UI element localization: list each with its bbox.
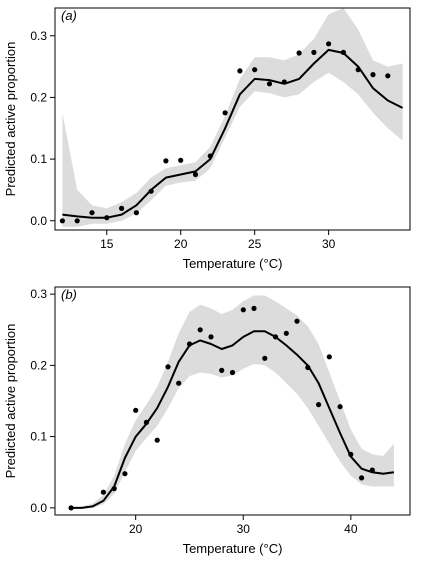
data-point bbox=[222, 110, 228, 116]
x-tick-label: 15 bbox=[100, 237, 114, 251]
data-point bbox=[68, 505, 74, 511]
data-point bbox=[143, 419, 149, 425]
data-point bbox=[148, 188, 154, 194]
data-point bbox=[133, 210, 139, 216]
data-point bbox=[316, 402, 322, 408]
data-point bbox=[340, 49, 346, 56]
plot-frame bbox=[54, 7, 411, 231]
y-tick-label: 0.2 bbox=[30, 358, 47, 372]
data-point bbox=[119, 205, 125, 211]
data-point bbox=[240, 307, 246, 313]
y-axis-title: Predicted active proportion bbox=[3, 42, 18, 197]
panel-label: (a) bbox=[61, 8, 77, 23]
data-point bbox=[262, 355, 268, 361]
data-point bbox=[296, 50, 302, 56]
data-point bbox=[176, 380, 182, 386]
x-tick-label: 30 bbox=[237, 522, 251, 536]
fitted-line bbox=[71, 330, 395, 509]
data-point bbox=[251, 305, 257, 311]
data-point bbox=[311, 49, 317, 56]
y-tick-label: 0.1 bbox=[30, 152, 47, 166]
y-tick-label: 0.2 bbox=[30, 90, 47, 104]
data-point bbox=[163, 158, 169, 164]
data-point bbox=[208, 334, 214, 340]
data-point bbox=[326, 354, 332, 360]
data-point bbox=[219, 367, 225, 373]
panel-a: 15 20 25 30 0.0 0.1 0.2 0.3 Temperature (°C) Pred… bbox=[3, 7, 411, 271]
data-point bbox=[207, 153, 213, 159]
data-point bbox=[178, 157, 184, 163]
y-axis-title: Predicted active proportion bbox=[3, 324, 18, 479]
data-point bbox=[305, 364, 311, 371]
data-point bbox=[326, 41, 332, 47]
data-point bbox=[122, 471, 128, 477]
y-tick-label: 0.0 bbox=[30, 501, 47, 515]
data-point bbox=[133, 407, 139, 413]
data-point bbox=[283, 330, 289, 336]
x-axis-title: Temperature (°C) bbox=[183, 541, 283, 556]
data-point bbox=[272, 334, 279, 340]
data-point bbox=[104, 215, 110, 221]
data-point bbox=[59, 218, 65, 224]
data-point bbox=[237, 68, 243, 74]
data-point bbox=[74, 218, 80, 224]
y-tick-label: 0.3 bbox=[30, 287, 47, 301]
data-point bbox=[369, 467, 375, 473]
x-tick-label: 40 bbox=[344, 522, 358, 536]
data-point bbox=[89, 210, 95, 216]
data-point bbox=[359, 475, 365, 481]
x-tick-label: 30 bbox=[322, 237, 336, 251]
y-tick-label: 0.0 bbox=[30, 214, 47, 228]
data-point bbox=[229, 369, 236, 376]
data-point bbox=[192, 171, 199, 178]
panel-b: 20 30 40 0.0 0.1 0.2 0.3 Temperature (°C) Predic… bbox=[3, 286, 411, 556]
data-point bbox=[154, 437, 160, 443]
data-point bbox=[294, 318, 300, 324]
panel-label: (b) bbox=[61, 287, 77, 302]
data-point bbox=[186, 341, 193, 347]
x-tick-label: 25 bbox=[248, 237, 262, 251]
data-point bbox=[337, 404, 343, 410]
data-point bbox=[385, 73, 391, 79]
data-point bbox=[165, 364, 171, 370]
y-tick-label: 0.1 bbox=[30, 430, 47, 444]
x-tick-label: 20 bbox=[129, 522, 143, 536]
data-point bbox=[100, 489, 106, 495]
data-point bbox=[197, 327, 203, 333]
confidence-band bbox=[71, 295, 394, 508]
x-axis-title: Temperature (°C) bbox=[183, 256, 283, 271]
confidence-band bbox=[62, 8, 403, 227]
data-point bbox=[111, 486, 117, 492]
data-point bbox=[348, 451, 354, 457]
data-point bbox=[252, 67, 258, 73]
fitted-line bbox=[62, 48, 404, 219]
data-point bbox=[370, 72, 376, 78]
y-tick-label: 0.3 bbox=[30, 29, 47, 43]
data-point bbox=[281, 79, 287, 85]
x-tick-label: 20 bbox=[174, 237, 188, 251]
plot-frame bbox=[54, 286, 411, 516]
data-point bbox=[266, 81, 273, 87]
data-point bbox=[355, 67, 361, 73]
